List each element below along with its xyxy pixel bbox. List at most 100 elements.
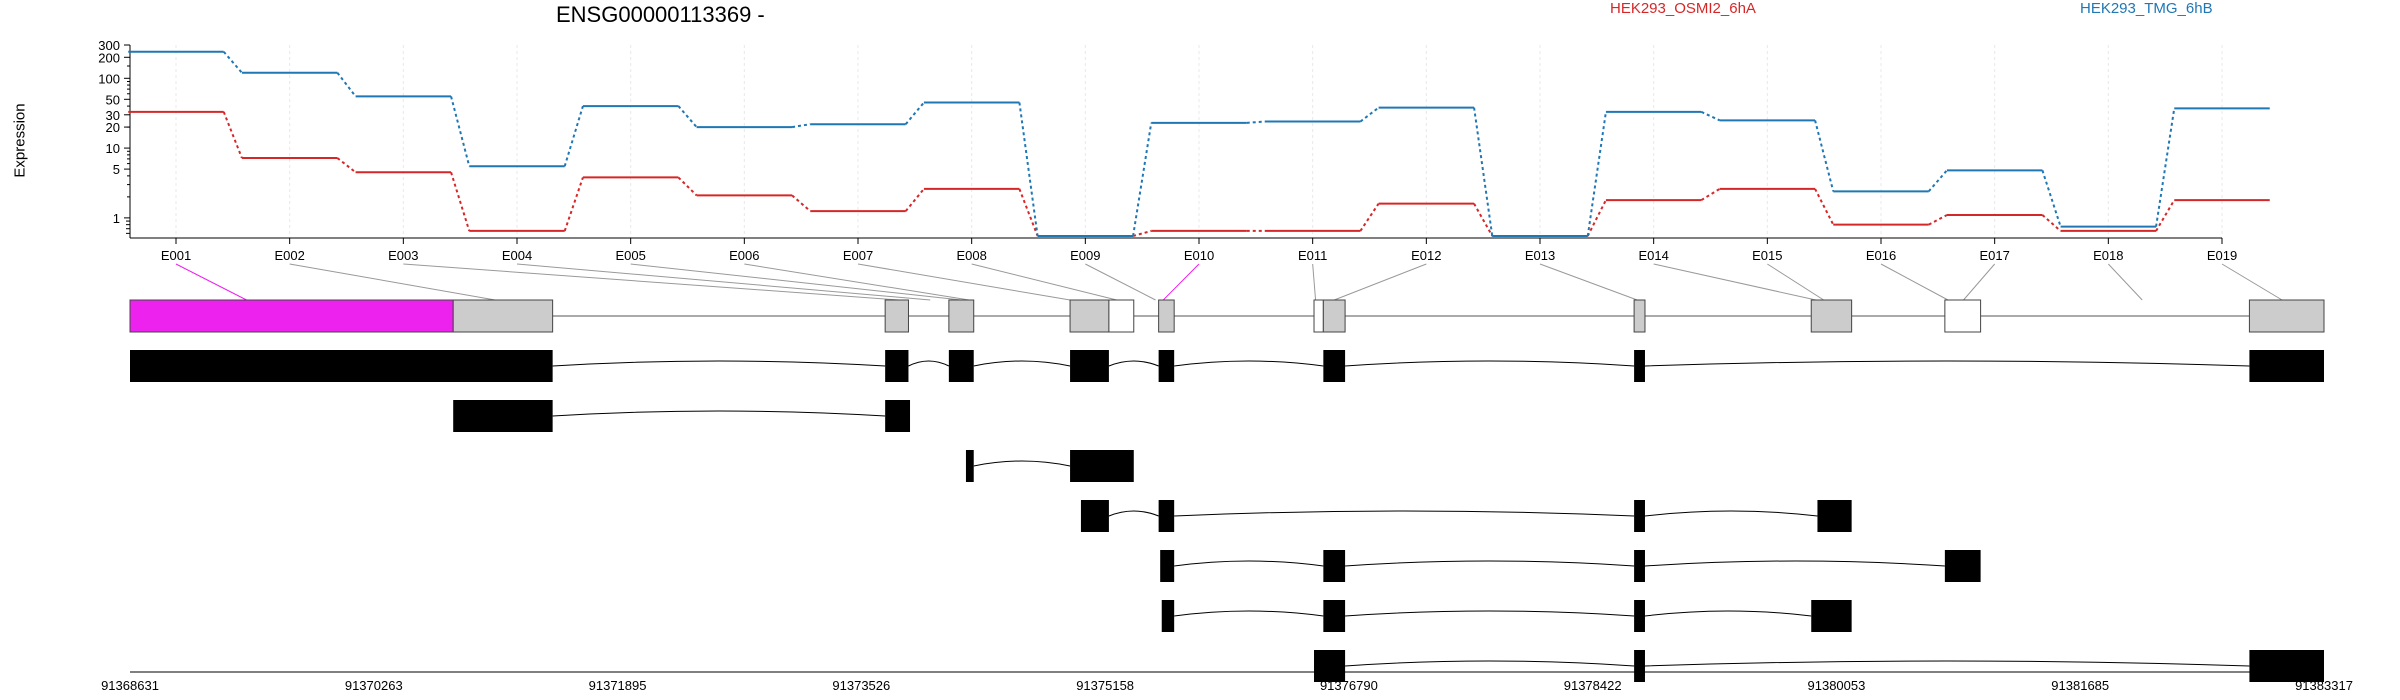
- connector-e018: [2107, 263, 2143, 301]
- transcript-4-exon-1: [1080, 500, 1109, 532]
- connector-e002: [289, 263, 496, 301]
- genomic-coordinate-label: 91383317: [2295, 678, 2353, 693]
- transcript-6-intron: [1345, 610, 1635, 617]
- x-tick-label-e004: E004: [502, 248, 532, 263]
- connector-e017: [1963, 263, 1996, 301]
- transcript-4-intron: [1108, 510, 1159, 517]
- gene-model-exon-10: [1633, 299, 1646, 333]
- connector-e011: [1312, 263, 1317, 301]
- transcript-1-intron: [1345, 360, 1635, 367]
- x-tick-label-e008: E008: [956, 248, 986, 263]
- series-0-connector: [222, 111, 243, 159]
- x-tick-label-e019: E019: [2207, 248, 2237, 263]
- connector-e004: [516, 263, 931, 301]
- gene-model-exon-1: [129, 299, 454, 333]
- genomic-coordinate-label: 91376790: [1320, 678, 1378, 693]
- x-tick-label-e016: E016: [1866, 248, 1896, 263]
- genomic-coordinate-label: 91381685: [2051, 678, 2109, 693]
- series-1-connector: [222, 51, 243, 74]
- transcript-4-intron: [1174, 510, 1635, 517]
- series-1-connector: [2041, 170, 2062, 227]
- transcript-1-exon-8: [2249, 350, 2324, 382]
- gene-model-exon-9: [1322, 299, 1346, 333]
- series-0-connector: [563, 177, 584, 232]
- transcript-7-exon-3: [2249, 650, 2324, 682]
- series-1-connector: [1473, 107, 1494, 237]
- series-1-connector: [2155, 108, 2176, 227]
- series-0-connector: [1018, 188, 1039, 237]
- connector-e010: [1162, 263, 1200, 301]
- connector-e014: [1653, 263, 1817, 301]
- series-0-connector: [2041, 214, 2062, 232]
- connector-e006: [744, 263, 970, 301]
- transcript-1-intron: [973, 360, 1071, 367]
- gene-model-exon-3: [884, 299, 909, 333]
- transcript-1-exon-5: [1158, 350, 1175, 382]
- y-tick-label: 5: [113, 162, 120, 177]
- connector-e009: [1085, 263, 1156, 301]
- transcript-1-exon-3: [948, 350, 974, 382]
- connector-e003: [403, 263, 900, 301]
- transcript-7-exon-1: [1314, 650, 1346, 682]
- series-1-connector: [677, 105, 698, 128]
- series-1-connector: [563, 105, 584, 167]
- transcript-1-exon-6: [1323, 350, 1346, 382]
- legend-series-tmg: HEK293_TMG_6hB: [2080, 0, 2213, 17]
- connector-e008: [971, 263, 1117, 301]
- transcripts-layer: [130, 350, 2324, 682]
- genomic-coordinate-label: 91380053: [1808, 678, 1866, 693]
- transcript-5-exon-1: [1160, 550, 1175, 582]
- x-tick-label-e003: E003: [388, 248, 418, 263]
- y-tick-label: 1: [113, 211, 120, 226]
- transcript-1-intron: [552, 360, 886, 367]
- transcript-7-intron: [1644, 660, 2250, 667]
- transcript-5-intron: [1644, 560, 1945, 567]
- transcript-1-exon-4: [1070, 350, 1109, 382]
- connector-e013: [1539, 263, 1638, 301]
- series-1-connector: [450, 96, 471, 167]
- transcript-5-intron: [1345, 560, 1635, 567]
- transcript-6-exon-3: [1634, 600, 1645, 632]
- exon-connector-layer: [175, 263, 2283, 301]
- x-tick-label-e015: E015: [1752, 248, 1782, 263]
- transcript-3-intron: [973, 460, 1071, 467]
- connector-e015: [1767, 263, 1824, 301]
- gene-model-exon-5: [1069, 299, 1110, 333]
- y-tick-label: 20: [106, 120, 120, 135]
- transcript-2-exon-1: [453, 400, 553, 432]
- genomic-coordinate-label: 91368631: [101, 678, 159, 693]
- x-tick-label-e002: E002: [274, 248, 304, 263]
- series-0-connector: [1132, 229, 1152, 237]
- series-0-connector: [791, 194, 811, 212]
- transcript-4-intron: [1644, 510, 1818, 517]
- genomic-coordinate-label: 91375158: [1076, 678, 1134, 693]
- y-tick-label: 30: [106, 108, 120, 123]
- transcript-2-intron: [552, 410, 886, 417]
- transcript-7-exon-2: [1634, 650, 1645, 682]
- x-tick-label-e007: E007: [843, 248, 873, 263]
- series-1-connector: [904, 101, 925, 125]
- x-tick-label-e014: E014: [1638, 248, 1668, 263]
- transcript-1-intron: [908, 360, 950, 367]
- transcript-4-exon-2: [1158, 500, 1175, 532]
- series-0-connector: [904, 188, 925, 212]
- transcript-5-intron: [1174, 560, 1324, 567]
- series-1-connector: [1700, 110, 1721, 122]
- grid-layer: [175, 45, 2223, 238]
- transcript-1-intron: [1108, 360, 1159, 367]
- genomic-coordinate-label: 91370263: [345, 678, 403, 693]
- transcript-1-exon-1: [130, 350, 553, 382]
- series-0-connector: [1359, 203, 1380, 232]
- x-tick-label-e011: E011: [1298, 248, 1327, 263]
- connector-e016: [1880, 263, 1949, 301]
- series-1-connector: [1927, 169, 1948, 192]
- gene-model-exon-11: [1810, 299, 1853, 333]
- series-1-connector: [1132, 122, 1153, 237]
- x-tick-label-e010: E010: [1184, 248, 1214, 263]
- series-0-connector: [2155, 199, 2176, 232]
- genomic-axis-layer: 91368631 91370263 91371895 91373526 91375158…: [101, 671, 2353, 693]
- transcript-4-exon-3: [1634, 500, 1645, 532]
- transcript-5-exon-4: [1944, 550, 1981, 582]
